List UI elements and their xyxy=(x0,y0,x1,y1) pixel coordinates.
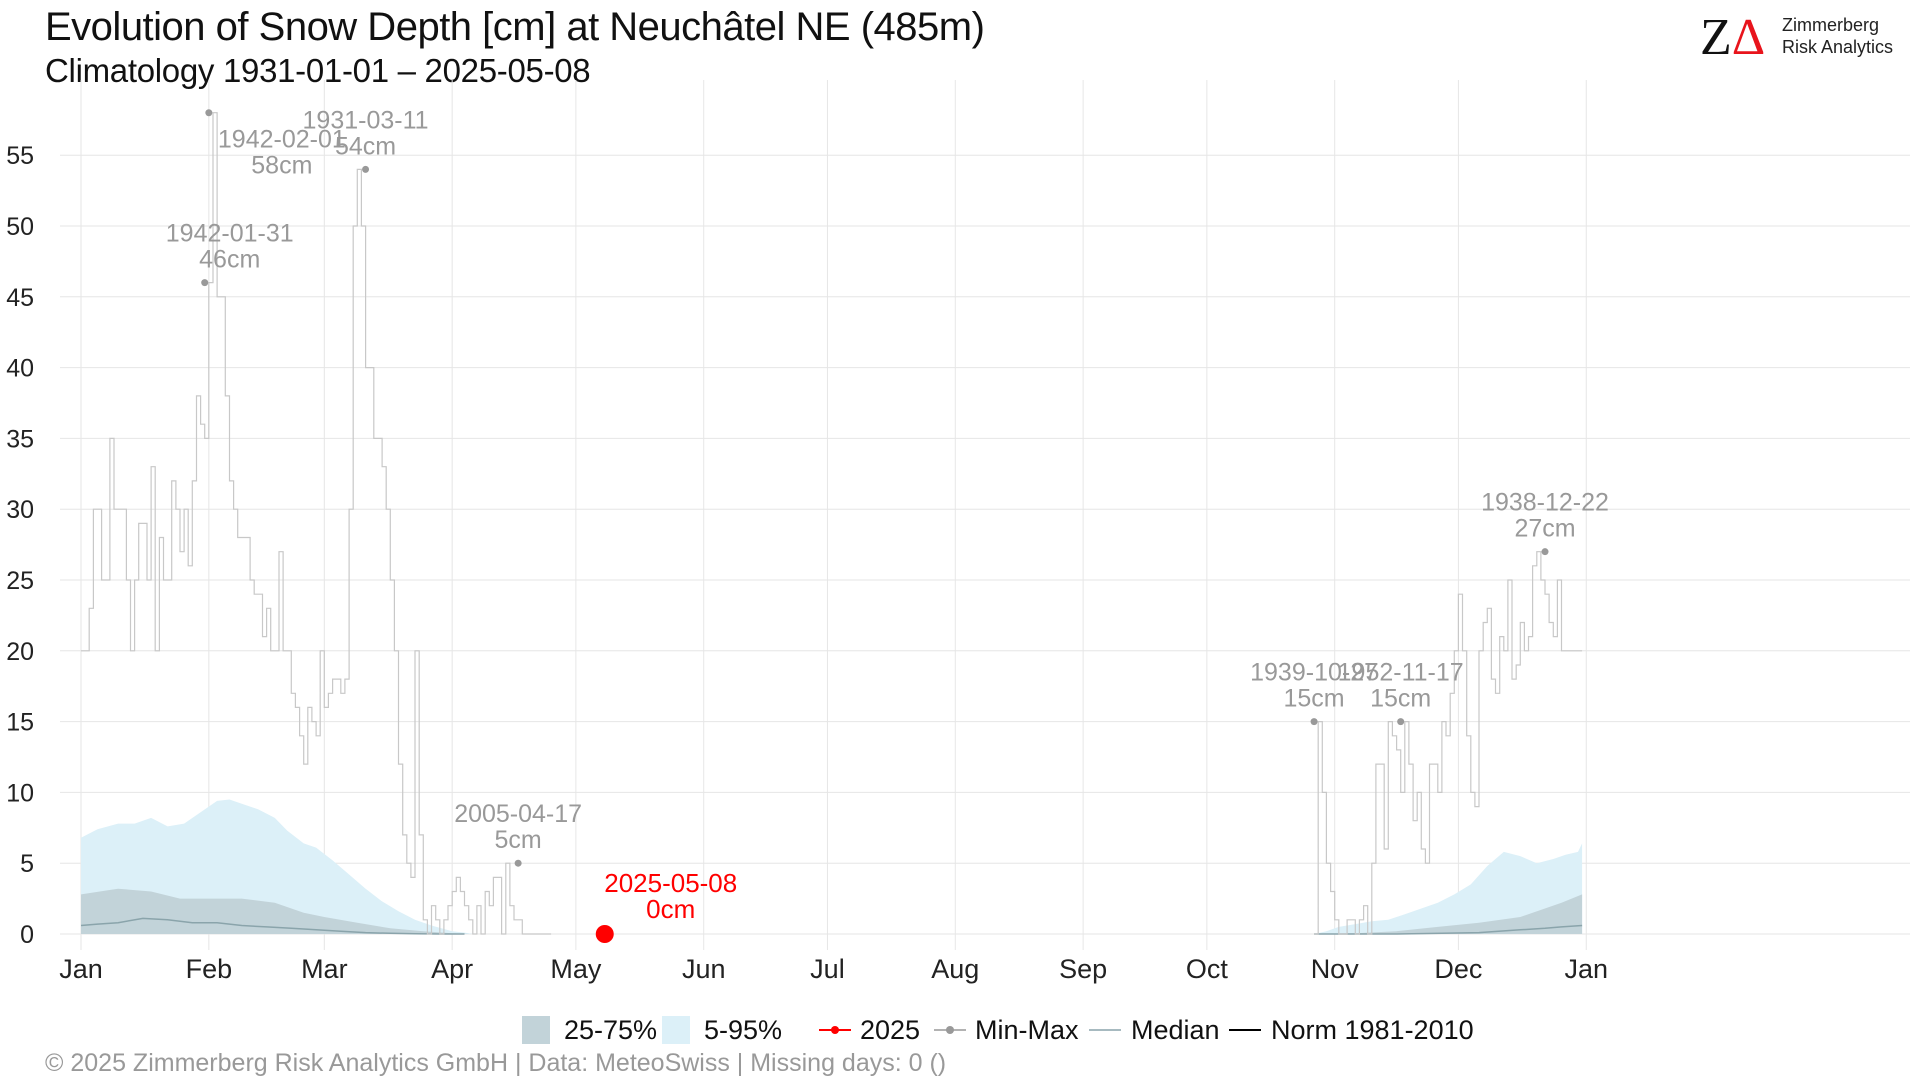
minmax-line xyxy=(81,112,552,935)
y-tick-label: 0 xyxy=(20,921,34,949)
current-date-label: 2025-05-08 xyxy=(604,868,737,898)
median-line xyxy=(80,917,465,935)
footer-credit: © 2025 Zimmerberg Risk Analytics GmbH | … xyxy=(45,1049,947,1077)
extreme-value-label: 5cm xyxy=(495,826,542,854)
extreme-value-label: 46cm xyxy=(199,246,260,274)
legend-item-2025: 2025 xyxy=(815,1010,925,1050)
legend-label-iqr: 25-75% xyxy=(564,1015,658,1045)
extreme-value-label: 15cm xyxy=(1284,685,1345,713)
legend-key-minmax xyxy=(934,1026,966,1034)
legend-swatch-iqr xyxy=(522,1016,550,1044)
legend-swatch-p5-95 xyxy=(662,1016,690,1044)
x-tick-label: Feb xyxy=(186,954,233,984)
y-tick-label: 50 xyxy=(6,213,34,241)
y-tick-label: 40 xyxy=(6,355,34,383)
extreme-point xyxy=(201,279,209,287)
extreme-point xyxy=(1541,548,1549,556)
extreme-date-label: 1942-02-01 xyxy=(218,126,346,154)
legend-key-2025 xyxy=(819,1026,851,1034)
logo-mark: ZΔ xyxy=(1700,12,1765,64)
legend-item-iqr: 25-75% xyxy=(520,1010,670,1050)
x-tick-label: May xyxy=(550,954,602,984)
band-25-75 xyxy=(81,888,473,934)
legend-label-minmax: Min-Max xyxy=(975,1015,1079,1045)
logo-z-letter: Z xyxy=(1700,9,1732,66)
legend-item-p5-95: 5-95% xyxy=(660,1010,790,1050)
x-tick-label: Jan xyxy=(1564,954,1608,984)
extreme-date-label: 2005-04-17 xyxy=(454,800,582,828)
extreme-value-label: 54cm xyxy=(335,132,396,160)
legend-key-norm xyxy=(1229,1029,1261,1031)
chart-subtitle: Climatology 1931-01-01 – 2025-05-08 xyxy=(45,52,591,89)
chart-title: Evolution of Snow Depth [cm] at Neuchâte… xyxy=(45,5,985,49)
y-tick-label: 15 xyxy=(6,709,34,737)
logo-wordmark: Zimmerberg Risk Analytics xyxy=(1782,14,1893,58)
x-tick-label: Sep xyxy=(1059,954,1107,984)
extreme-date-label: 1931-03-11 xyxy=(303,106,429,134)
company-logo: ZΔ Zimmerberg Risk Analytics xyxy=(1700,12,1900,64)
extreme-point xyxy=(205,109,213,117)
legend-key-median xyxy=(1089,1029,1121,1031)
y-tick-label: 30 xyxy=(6,496,34,524)
legend-item-minmax: Min-Max xyxy=(930,1010,1080,1050)
legend-item-median: Median xyxy=(1085,1010,1225,1050)
extreme-point xyxy=(1310,718,1318,726)
extreme-date-label: 1938-12-22 xyxy=(1481,489,1609,517)
minmax-line xyxy=(1314,551,1583,935)
y-tick-label: 10 xyxy=(6,779,34,807)
x-tick-label: Jul xyxy=(810,954,845,984)
x-tick-label: Dec xyxy=(1434,954,1482,984)
x-tick-label: Nov xyxy=(1311,954,1360,984)
x-tick-label: Apr xyxy=(431,954,473,984)
x-tick-label: Mar xyxy=(301,954,348,984)
band-25-75 xyxy=(1314,894,1583,934)
extreme-date-label: 1939-10-27 xyxy=(1250,659,1378,687)
extreme-value-label: 58cm xyxy=(251,152,312,180)
extreme-point xyxy=(1397,718,1405,726)
extreme-date-label: 1942-01-31 xyxy=(166,220,294,248)
legend-label-2025: 2025 xyxy=(860,1015,921,1045)
y-tick-label: 25 xyxy=(6,567,34,595)
extreme-date-label: 1952-11-17 xyxy=(1338,659,1464,687)
y-tick-label: 5 xyxy=(20,850,34,878)
logo-delta-glyph: Δ xyxy=(1731,9,1766,66)
median-line xyxy=(1314,924,1583,935)
legend-label-norm: Norm 1981-2010 xyxy=(1271,1015,1474,1045)
legend-label-p5-95: 5-95% xyxy=(704,1015,783,1045)
y-tick-label: 45 xyxy=(6,284,34,312)
chart-legend: 25-75% 5-95% 2025 Min-Max Median Norm 19… xyxy=(0,1010,1920,1050)
current-value-point xyxy=(595,925,614,943)
y-tick-label: 55 xyxy=(6,142,34,170)
legend-item-norm: Norm 1981-2010 xyxy=(1225,1010,1474,1050)
band-5-95 xyxy=(1314,843,1583,934)
x-tick-label: Jun xyxy=(682,954,726,984)
logo-line-2: Risk Analytics xyxy=(1782,37,1894,57)
snow-depth-chart: 0 5 10 15 20 25 30 35 40 45 50 55 Jan Feb Mar Apr May Jun… xyxy=(6,80,1910,984)
extreme-value-label: 27cm xyxy=(1514,515,1575,543)
x-tick-label: Oct xyxy=(1186,954,1229,984)
logo-line-1: Zimmerberg xyxy=(1782,15,1880,35)
extreme-value-label: 15cm xyxy=(1370,685,1431,713)
legend-label-median: Median xyxy=(1131,1015,1220,1045)
x-tick-label: Aug xyxy=(931,954,979,984)
x-tick-label: Jan xyxy=(59,954,103,984)
y-tick-label: 35 xyxy=(6,425,34,453)
extreme-point xyxy=(514,859,522,867)
current-value-label: 0cm xyxy=(646,894,695,924)
y-tick-label: 20 xyxy=(6,638,34,666)
extreme-point xyxy=(362,165,370,173)
